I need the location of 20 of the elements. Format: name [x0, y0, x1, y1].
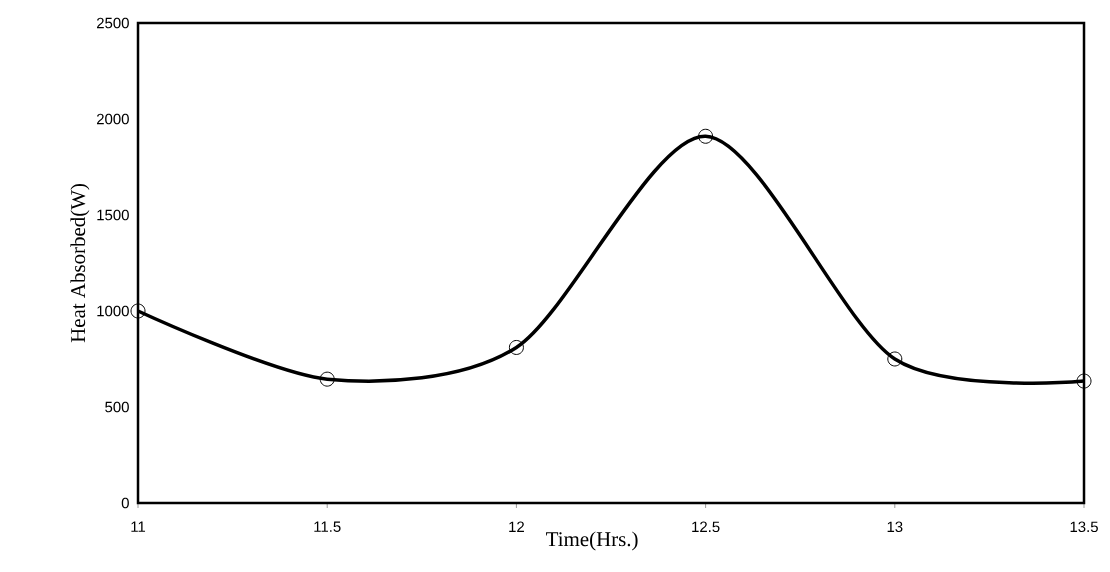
point [698, 128, 714, 144]
point [130, 303, 146, 319]
y-tick-label: 0 [121, 497, 129, 509]
point [1076, 373, 1092, 389]
y-tick-label: 1500 [97, 209, 129, 221]
x-tick-label: 13.5 [1070, 521, 1098, 533]
y-axis-title: Heat Absorbed(W) [70, 184, 90, 343]
y-tick-label: 500 [105, 401, 129, 413]
point [319, 371, 335, 387]
x-tick-label: 11 [131, 521, 146, 532]
point [508, 339, 524, 355]
y-tick-label: 2500 [97, 17, 129, 29]
x-tick-label: 12.5 [692, 521, 720, 533]
x-tick-label: 11.5 [314, 521, 341, 532]
y-tick-label: 2000 [97, 113, 129, 125]
x-axis-title: Time(Hrs.) [546, 531, 638, 551]
point [887, 351, 903, 367]
x-tick-label: 13 [887, 521, 903, 533]
x-tick-label: 12 [509, 521, 524, 532]
y-tick-label: 1000 [97, 305, 129, 317]
